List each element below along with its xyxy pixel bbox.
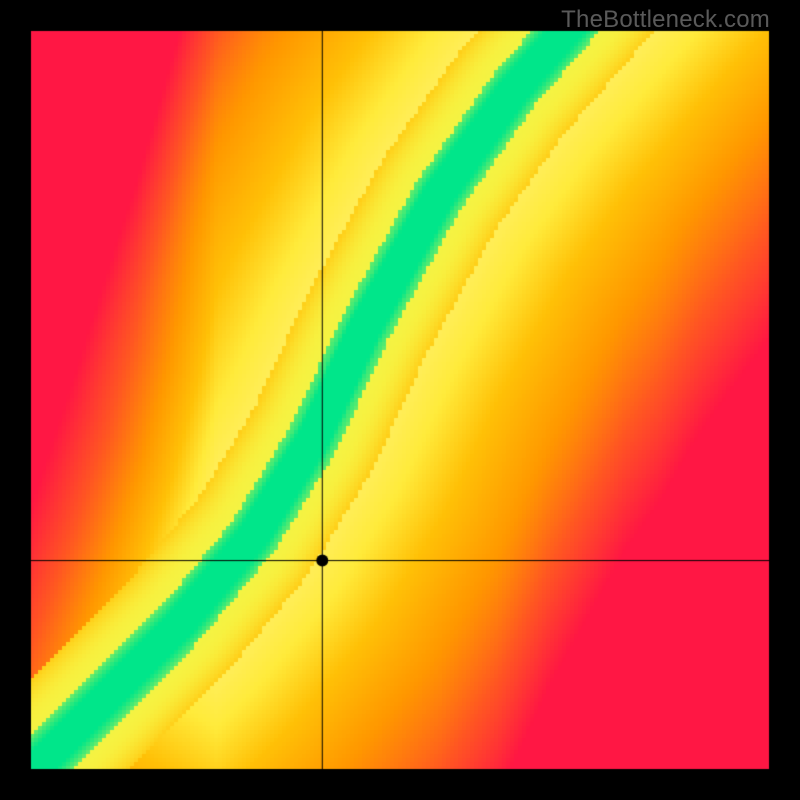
watermark-text: TheBottleneck.com: [561, 6, 770, 34]
chart-container: TheBottleneck.com: [0, 0, 800, 800]
heatmap-canvas: [0, 0, 800, 800]
